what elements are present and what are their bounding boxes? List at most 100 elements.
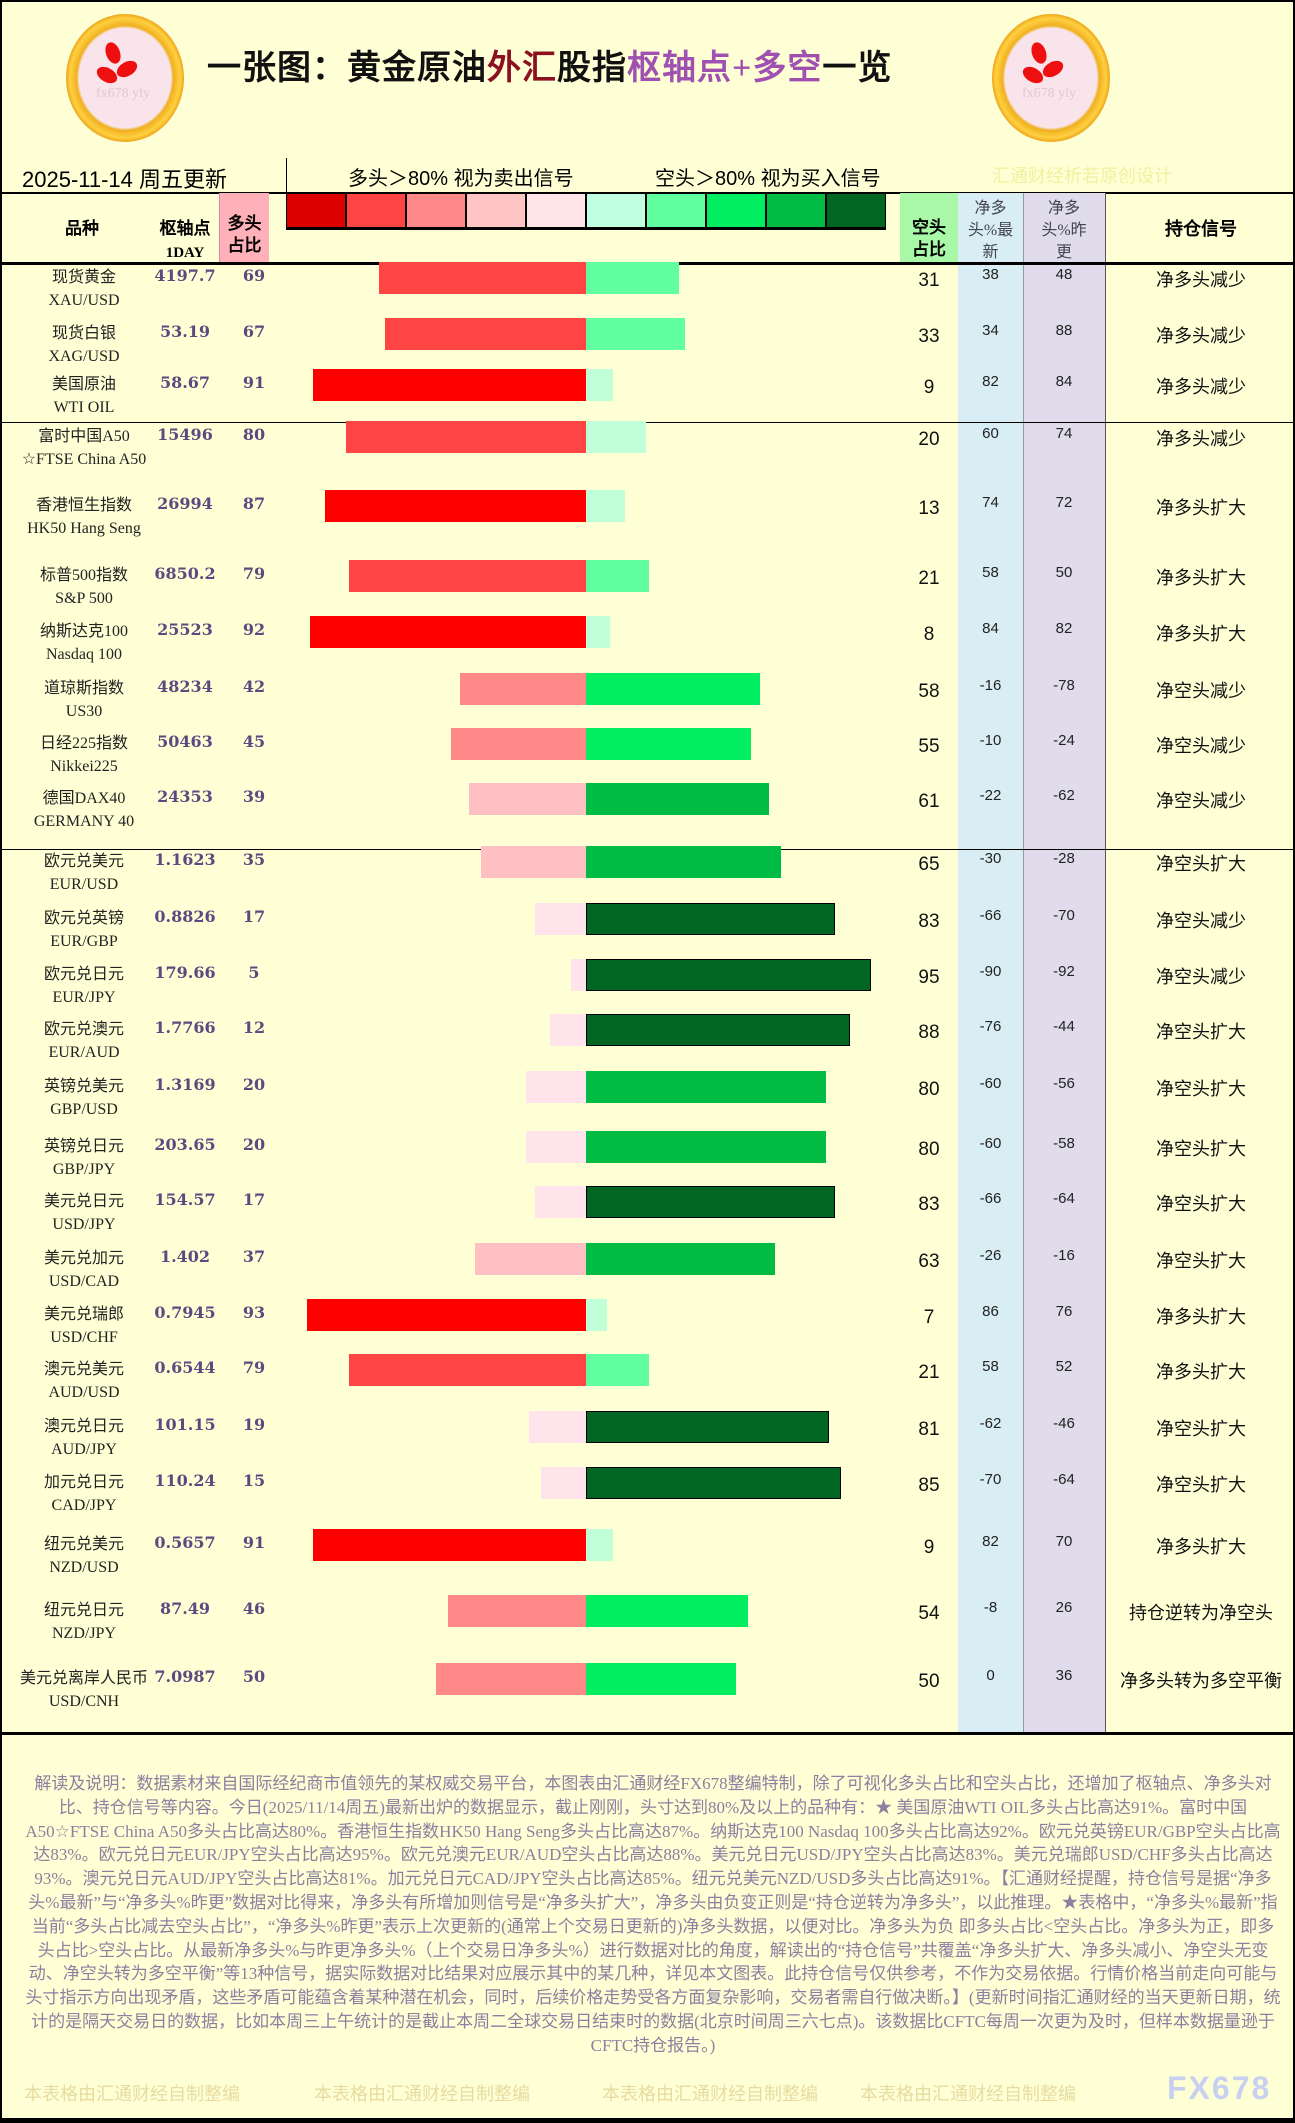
pivot-value: 24353 <box>157 787 213 806</box>
long-pct: 79 <box>242 564 266 583</box>
long-bar <box>313 1529 586 1561</box>
pivot-value: 1.7766 <box>154 1018 216 1037</box>
long-pct: 69 <box>242 266 266 285</box>
net-long-prev: -16 <box>1053 1247 1075 1264</box>
short-bar <box>586 1071 826 1103</box>
pivot-value: 25523 <box>157 620 213 639</box>
position-signal: 净多头转为多空平衡 <box>1120 1671 1282 1691</box>
short-bar <box>586 673 760 705</box>
long-pct: 87 <box>242 494 266 513</box>
net-long-prev: 48 <box>1055 266 1073 283</box>
short-pct: 33 <box>918 326 940 347</box>
net-long-latest: -8 <box>983 1599 998 1616</box>
net-long-prev: -78 <box>1053 677 1075 694</box>
pivot-value: 7.0987 <box>154 1667 216 1686</box>
instrument-name: 美国原油 WTI OIL <box>51 376 116 416</box>
instrument-name: 纳斯达克100 Nasdaq 100 <box>39 623 128 663</box>
pivot-value: 179.66 <box>154 963 216 982</box>
position-signal: 净空头扩大 <box>1156 1139 1246 1159</box>
legend-long-text: 多头＞80% 视为卖出信号 <box>348 168 574 190</box>
net-long-latest: -60 <box>979 1135 1002 1152</box>
header-net-prev: 净多头%昨更 <box>1041 200 1087 261</box>
net-long-prev: -46 <box>1053 1415 1075 1432</box>
pivot-value: 0.7945 <box>154 1303 216 1322</box>
short-bar <box>586 1595 748 1627</box>
short-pct: 9 <box>923 1537 935 1558</box>
position-signal: 净多头扩大 <box>1156 1537 1246 1557</box>
explanation-notes: 解读及说明：数据素材来自国际经纪商市值领先的某权威交易平台，本图表由汇通财经FX… <box>25 1774 1281 2055</box>
header-signal: 持仓信号 <box>1165 219 1237 239</box>
net-long-prev: 52 <box>1055 1358 1073 1375</box>
net-long-latest: -30 <box>979 850 1002 867</box>
long-pct: 80 <box>242 425 266 444</box>
legend-swatch <box>346 193 406 230</box>
long-bar <box>529 1411 586 1443</box>
long-bar <box>385 318 586 350</box>
logo-watermark-text: fx678 yly <box>1022 86 1077 101</box>
watermark-text: 本表格由汇通财经自制整编 <box>314 2084 530 2104</box>
long-pct: 50 <box>242 1667 266 1686</box>
long-pct: 91 <box>242 1533 266 1552</box>
short-bar <box>586 1411 829 1443</box>
short-pct: 95 <box>918 967 940 988</box>
legend-swatch <box>646 193 706 230</box>
pivot-value: 87.49 <box>159 1599 211 1618</box>
position-signal: 净空头扩大 <box>1156 1194 1246 1214</box>
long-pct: 42 <box>242 677 266 696</box>
header-net-latest: 净多头%最新 <box>967 200 1014 261</box>
position-signal: 净空头减少 <box>1156 967 1246 987</box>
short-pct: 80 <box>918 1139 940 1160</box>
pivot-value: 0.6544 <box>154 1358 216 1377</box>
instrument-name: 标普500指数 S&P 500 <box>39 567 128 607</box>
short-pct: 83 <box>918 1194 940 1215</box>
legend-swatch <box>706 193 766 230</box>
net-long-latest: 60 <box>982 425 999 442</box>
short-pct: 85 <box>918 1475 940 1496</box>
position-signal: 净多头扩大 <box>1156 1307 1246 1327</box>
credit-text: 汇通财经析若原创设计 <box>992 166 1172 186</box>
legend-swatch <box>766 193 826 230</box>
position-signal: 净空头扩大 <box>1156 1251 1246 1271</box>
long-bar <box>451 728 586 760</box>
long-pct: 79 <box>242 1358 266 1377</box>
short-pct: 65 <box>918 854 940 875</box>
long-bar <box>436 1663 586 1695</box>
long-pct: 91 <box>242 373 266 392</box>
instrument-name: 欧元兑日元 EUR/JPY <box>43 966 124 1006</box>
short-pct: 50 <box>918 1671 940 1692</box>
long-pct: 39 <box>242 787 266 806</box>
right-logo: fx678 yly <box>992 14 1110 142</box>
watermark-text: 本表格由汇通财经自制整编 <box>860 2084 1076 2104</box>
position-signal: 净空头扩大 <box>1156 854 1246 874</box>
short-pct: 63 <box>918 1251 940 1272</box>
long-bar <box>481 846 586 878</box>
short-bar <box>586 1467 841 1499</box>
watermark-text: 本表格由汇通财经自制整编 <box>24 2084 240 2104</box>
position-signal: 净多头扩大 <box>1156 624 1246 644</box>
long-bar <box>325 490 586 522</box>
pivot-value: 203.65 <box>154 1135 216 1154</box>
instrument-name: 澳元兑日元 AUD/JPY <box>43 1418 124 1458</box>
instrument-name: 美元兑日元 USD/JPY <box>43 1193 124 1233</box>
net-long-latest: 0 <box>986 1667 995 1684</box>
net-long-latest: 34 <box>982 322 999 339</box>
net-long-prev: -56 <box>1053 1075 1075 1092</box>
short-pct: 21 <box>918 568 940 589</box>
page-title: 一张图：黄金原油外汇股指枢轴点+多空一览 <box>207 50 893 87</box>
position-signal: 净空头扩大 <box>1156 1022 1246 1042</box>
legend-swatch <box>586 193 646 230</box>
long-pct: 17 <box>242 1190 266 1209</box>
position-signal: 净空头扩大 <box>1156 1079 1246 1099</box>
net-long-latest: 58 <box>982 564 999 581</box>
long-bar <box>313 369 586 401</box>
brand-logo: FX678 <box>1167 2070 1272 2106</box>
long-bar <box>310 616 586 648</box>
instrument-name: 英镑兑美元 GBP/USD <box>43 1078 124 1118</box>
header-pivot: 枢轴点 <box>159 219 211 238</box>
position-signal: 净多头扩大 <box>1156 498 1246 518</box>
long-pct: 17 <box>242 907 266 926</box>
long-bar <box>526 1131 586 1163</box>
net-long-prev: 72 <box>1055 494 1073 511</box>
position-signal: 持仓逆转为净空头 <box>1129 1603 1273 1623</box>
